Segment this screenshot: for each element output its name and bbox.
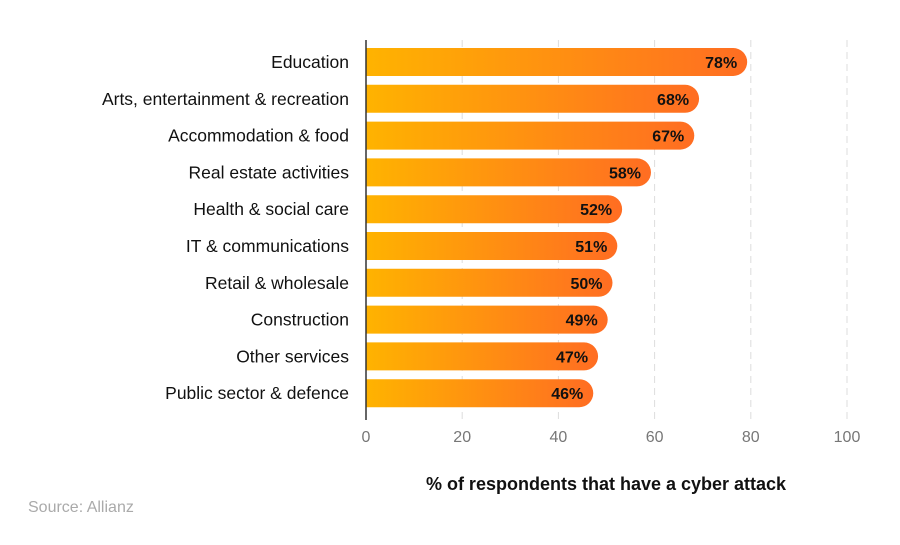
value-label: 68% [657, 92, 689, 109]
x-axis-label: % of respondents that have a cyber attac… [426, 474, 787, 494]
x-tick-label: 60 [646, 429, 664, 446]
bar [366, 268, 613, 297]
bar [366, 84, 700, 113]
x-tick-label: 0 [362, 429, 371, 446]
bar [366, 195, 623, 224]
bar [366, 232, 618, 260]
value-label: 67% [652, 129, 684, 146]
category-label: Construction [251, 310, 349, 330]
category-label: Retail & wholesale [205, 273, 349, 293]
bar [366, 121, 695, 150]
bar [366, 158, 651, 187]
category-label: IT & communications [186, 236, 349, 256]
category-label: Arts, entertainment & recreation [102, 89, 349, 109]
category-label: Accommodation & food [168, 126, 349, 146]
category-label: Public sector & defence [165, 383, 349, 403]
x-tick-label: 40 [550, 429, 568, 446]
source-note: Source: Allianz [28, 499, 134, 516]
value-label: 52% [580, 202, 612, 219]
category-label: Education [271, 52, 349, 72]
category-label: Other services [236, 346, 349, 366]
value-label: 58% [609, 165, 641, 182]
bar [366, 305, 608, 334]
x-tick-label: 100 [834, 429, 861, 446]
bar [366, 48, 748, 76]
value-label: 49% [566, 313, 598, 330]
value-label: 47% [556, 349, 588, 366]
x-tick-label: 80 [742, 429, 760, 446]
category-label: Real estate activities [189, 162, 350, 182]
bar [366, 342, 599, 371]
x-tick-label: 20 [453, 429, 471, 446]
value-label: 51% [575, 239, 607, 256]
category-label: Health & social care [193, 199, 349, 219]
value-label: 46% [551, 386, 583, 403]
bar [366, 379, 594, 408]
value-label: 50% [570, 276, 602, 293]
value-label: 78% [705, 55, 737, 72]
